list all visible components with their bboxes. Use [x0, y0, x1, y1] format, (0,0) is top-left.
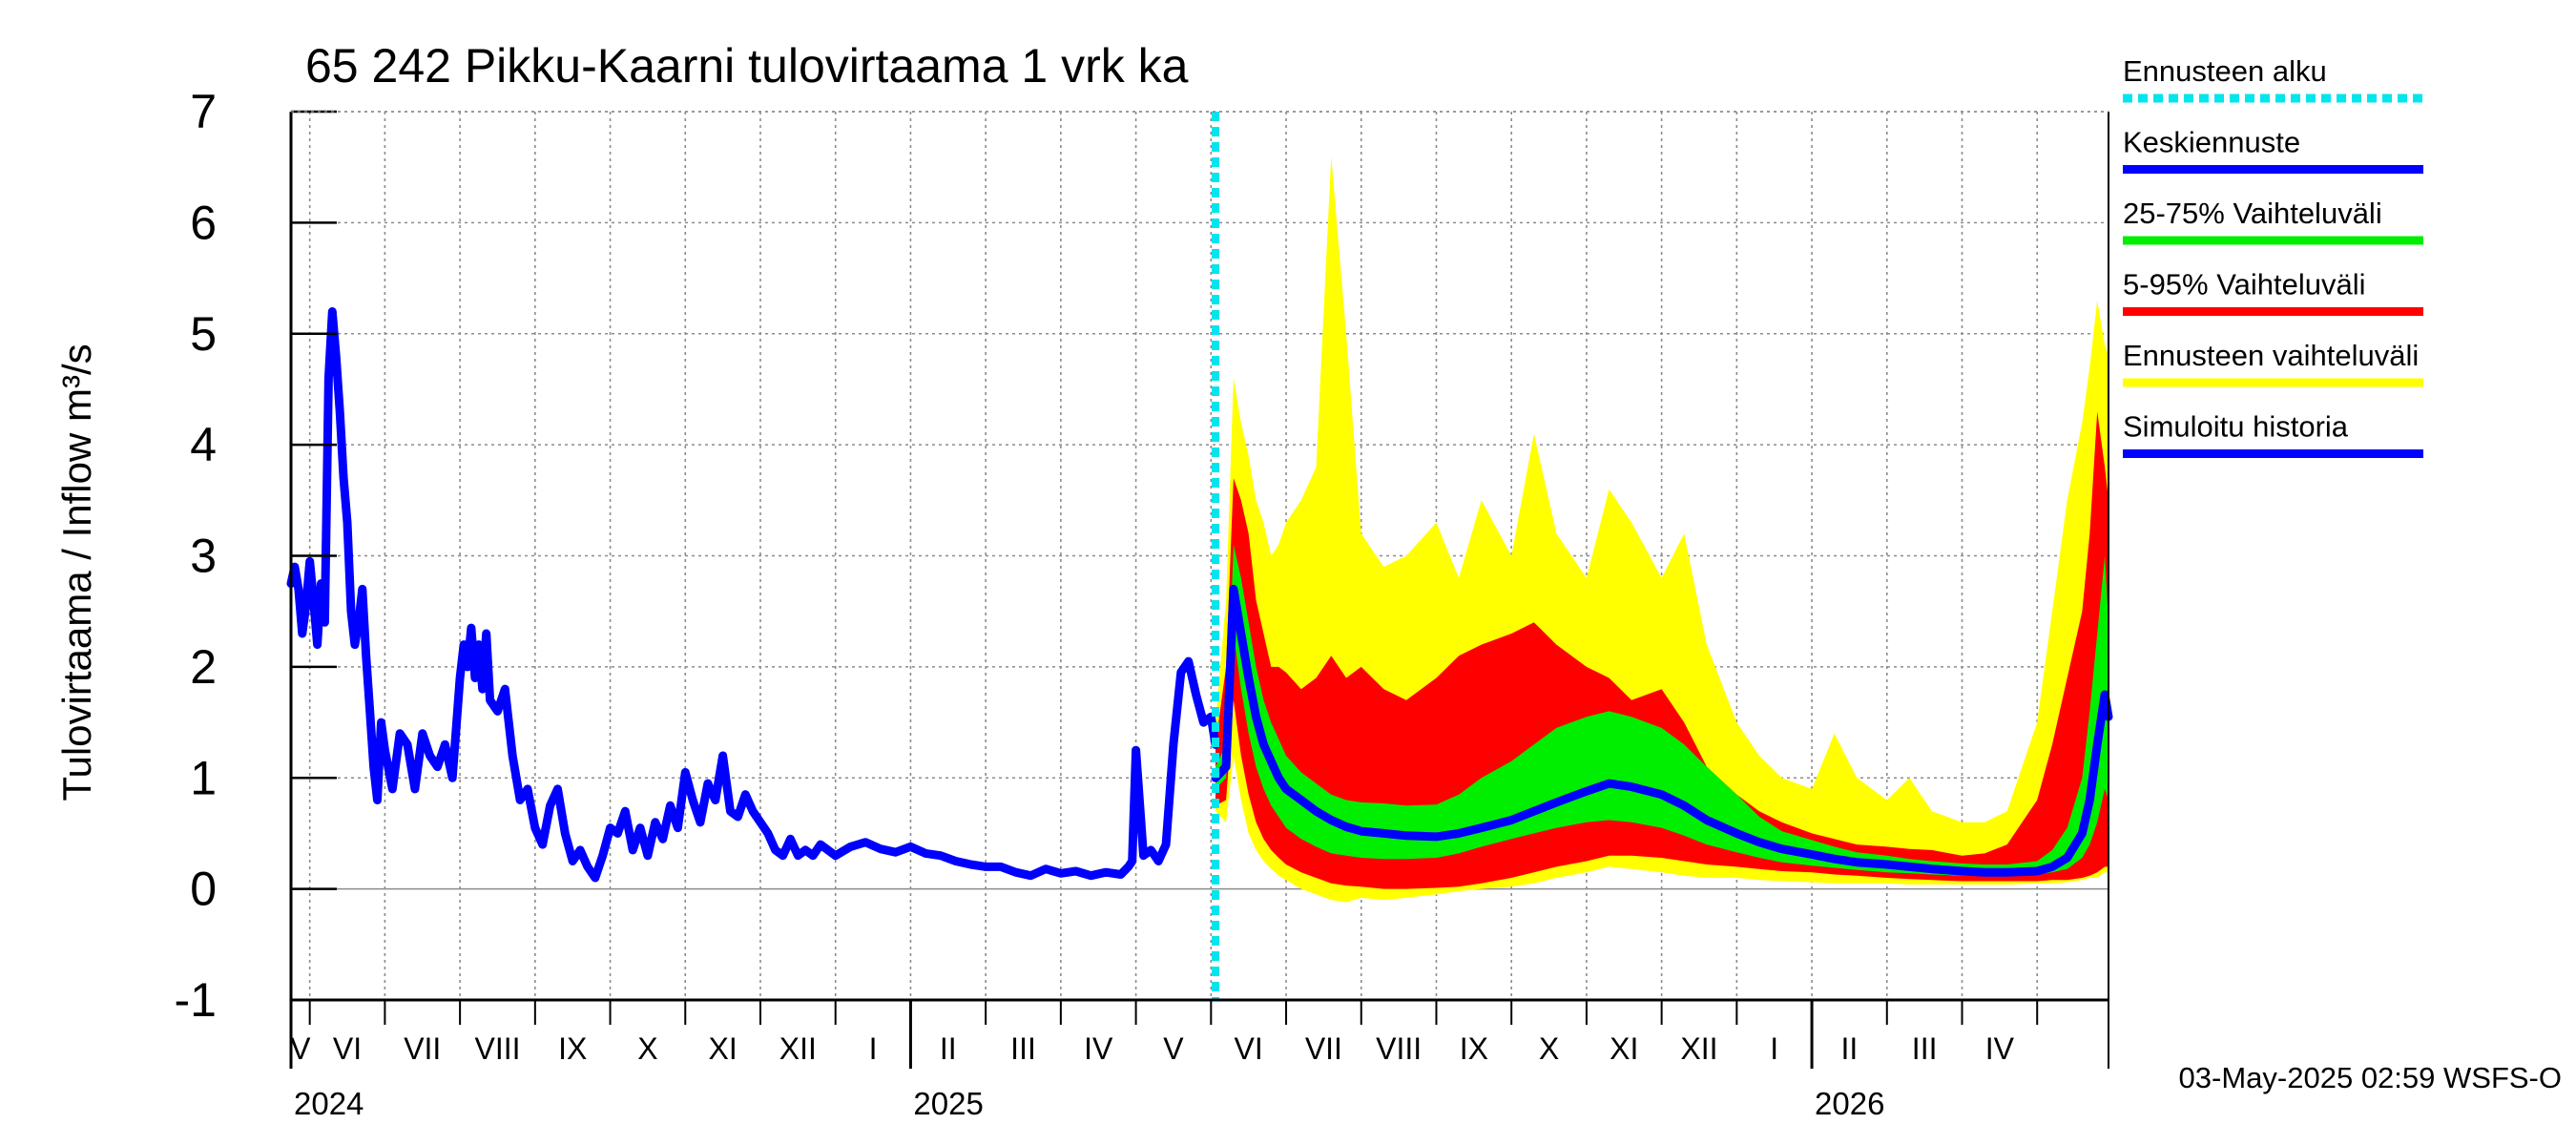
y-tick-label: 4 [190, 418, 217, 471]
year-label: 2025 [913, 1086, 983, 1121]
month-label: VII [404, 1031, 441, 1066]
timestamp: 03-May-2025 02:59 WSFS-O [2179, 1061, 2562, 1094]
month-label: III [1912, 1031, 1938, 1066]
y-axis-label-group: Tulovirtaama / Inflow m³/s [54, 344, 99, 801]
band-5-95 [1215, 411, 2109, 889]
y-tick-label: 2 [190, 640, 217, 694]
series-history [286, 307, 1220, 883]
year-label: 2026 [1815, 1086, 1884, 1121]
grid [291, 111, 2109, 1000]
month-label: VIII [1376, 1031, 1422, 1066]
month-label: X [637, 1031, 657, 1066]
y-tick-label: 6 [190, 196, 217, 249]
legend-label-range: Ennusteen vaihteluväli [2123, 339, 2419, 372]
legend-label-p5-95: 5-95% Vaihteluväli [2123, 268, 2365, 302]
forecast-bands [1215, 156, 2109, 903]
legend: Ennusteen alku Keskiennuste 25-75% Vaihtel… [2123, 54, 2423, 458]
y-tick-label: 1 [190, 751, 217, 804]
month-label: VI [333, 1031, 362, 1066]
month-label: IX [1460, 1031, 1488, 1066]
month-label: XI [1610, 1031, 1638, 1066]
y-tick-label: 5 [190, 307, 217, 361]
y-tick-label: 7 [190, 85, 217, 138]
month-label: X [1539, 1031, 1559, 1066]
legend-label-history: Simuloitu historia [2123, 410, 2349, 444]
band-25-75 [1215, 544, 2109, 876]
month-label: I [869, 1031, 878, 1066]
month-label: IV [1985, 1031, 2015, 1066]
month-label: XI [709, 1031, 737, 1066]
chart-title: 65 242 Pikku-Kaarni tulovirtaama 1 vrk k… [305, 39, 1189, 93]
month-label: II [1841, 1031, 1859, 1066]
month-label: III [1010, 1031, 1036, 1066]
series-lines [286, 112, 2113, 1000]
month-label: IX [558, 1031, 587, 1066]
month-label: VI [1235, 1031, 1263, 1066]
legend-label-median: Keskiennuste [2123, 126, 2300, 159]
y-tick-label: 3 [190, 530, 217, 583]
series-median-forecast [1211, 584, 2113, 877]
month-label: VIII [474, 1031, 520, 1066]
month-label: V [290, 1031, 311, 1066]
legend-label-forecast-start: Ennusteen alku [2123, 54, 2327, 88]
month-label: V [1163, 1031, 1184, 1066]
year-label: 2024 [294, 1086, 364, 1121]
month-label: XII [1680, 1031, 1717, 1066]
month-label: I [1770, 1031, 1778, 1066]
y-tick-label: -1 [175, 973, 217, 1027]
legend-label-p25-75: 25-75% Vaihteluväli [2123, 197, 2382, 230]
month-label: VII [1305, 1031, 1342, 1066]
month-label: II [940, 1031, 957, 1066]
month-label: XII [779, 1031, 817, 1066]
y-tick-label: 0 [190, 863, 217, 916]
y-axis-label: Tulovirtaama / Inflow m³/s [54, 344, 99, 801]
month-label: IV [1084, 1031, 1113, 1066]
